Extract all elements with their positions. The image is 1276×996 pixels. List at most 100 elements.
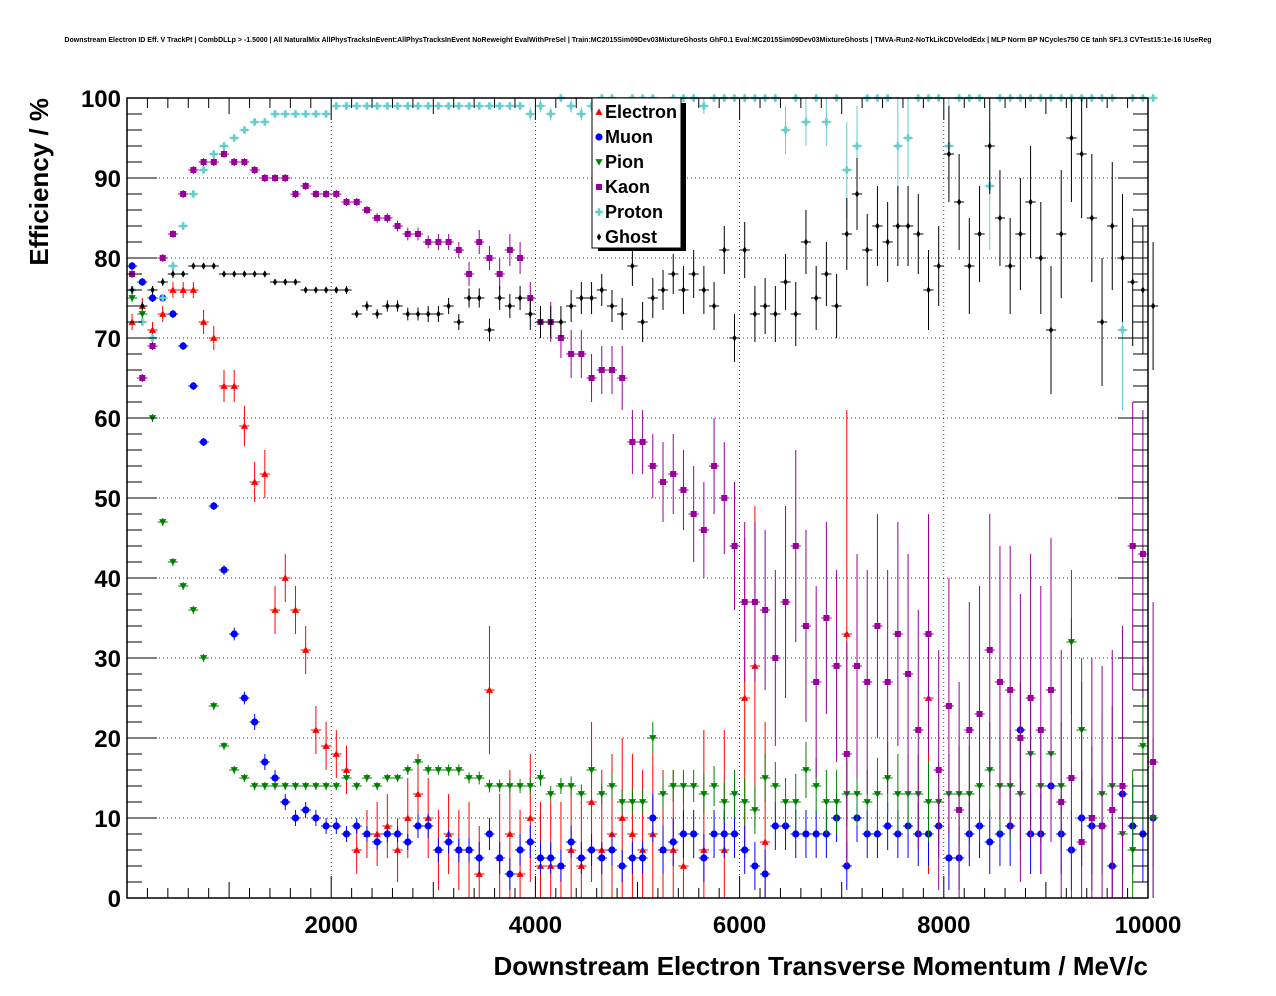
data-point [354,310,359,318]
data-point [618,814,626,821]
data-point [649,814,657,822]
data-point [405,310,410,318]
data-point [670,471,677,477]
data-point [149,343,156,349]
data-point [711,463,718,469]
data-point [393,775,402,782]
data-point [1048,687,1055,693]
data-point [221,270,227,278]
data-point [844,230,849,238]
data-point [700,527,707,533]
data-point [250,118,259,126]
data-point [1017,735,1024,741]
data-point [128,295,136,302]
data-point [741,599,748,605]
data-point [730,830,739,838]
data-point [271,110,279,118]
data-point [139,375,146,381]
data-point [343,199,350,205]
data-point [312,191,319,197]
data-point [639,854,647,862]
data-point [446,302,451,310]
legend-marker-electron [595,108,603,115]
data-point [465,102,473,110]
data-point [671,270,676,278]
data-point [1078,839,1085,845]
data-point [283,278,288,286]
data-point [179,222,187,230]
data-point [1059,230,1064,238]
data-point [169,231,176,237]
data-point [179,286,187,293]
data-point [1037,727,1044,733]
x-tick-label: 10000 [1115,912,1182,939]
data-point [557,862,565,870]
data-point [894,791,902,798]
legend-entries: Electron Muon Pion Kaon Proton Ghost [595,102,677,247]
data-point [751,807,759,814]
data-point [466,294,472,302]
data-point [210,159,217,165]
data-point [199,655,208,662]
data-point [587,846,596,854]
chart-title: Downstream Electron ID Eff. V TrackPt | … [64,37,1211,44]
data-point [681,286,686,294]
data-point [781,126,790,134]
data-point [1118,326,1127,334]
legend: Electron Muon Pion Kaon Proton Ghost [591,97,686,251]
data-point [169,559,177,566]
data-point [395,302,400,310]
data-point [618,862,626,870]
y-tick-label: 10 [94,806,121,833]
data-point [528,310,533,318]
data-point [761,870,769,878]
data-point [875,222,880,230]
data-point [322,822,330,830]
data-point [301,110,310,118]
data-point [374,215,381,221]
data-point [587,798,596,805]
data-point [1150,302,1156,310]
data-point [496,271,503,277]
data-point [884,822,892,830]
data-point [180,270,186,278]
data-point [384,215,391,221]
data-point [679,783,688,790]
data-point [577,110,586,118]
data-point [1130,278,1135,286]
data-point [150,286,155,294]
data-point [291,814,300,822]
data-point [924,799,933,806]
data-point [230,767,238,774]
data-point [640,318,645,326]
data-point [1028,198,1033,206]
data-point [302,646,310,653]
data-point [700,854,708,862]
legend-label-electron: Electron [605,102,677,122]
data-point [323,191,330,197]
data-point [364,302,370,310]
data-point [812,830,820,838]
data-point [946,150,952,158]
data-point [404,814,412,821]
data-point [577,791,585,798]
data-point [496,854,504,862]
legend-label-muon: Muon [605,127,653,147]
data-point [242,270,247,278]
data-point [536,102,545,110]
data-point [281,110,290,118]
data-point [220,743,228,750]
data-point [558,318,564,326]
data-point [761,775,769,782]
data-point [383,775,391,782]
data-point [455,846,463,854]
data-point [342,775,351,782]
data-point [751,862,759,870]
data-point [526,783,534,790]
data-point [313,286,319,294]
legend-marker-muon [595,133,603,141]
data-point [180,191,187,197]
data-point [650,294,655,302]
data-point [415,310,421,318]
